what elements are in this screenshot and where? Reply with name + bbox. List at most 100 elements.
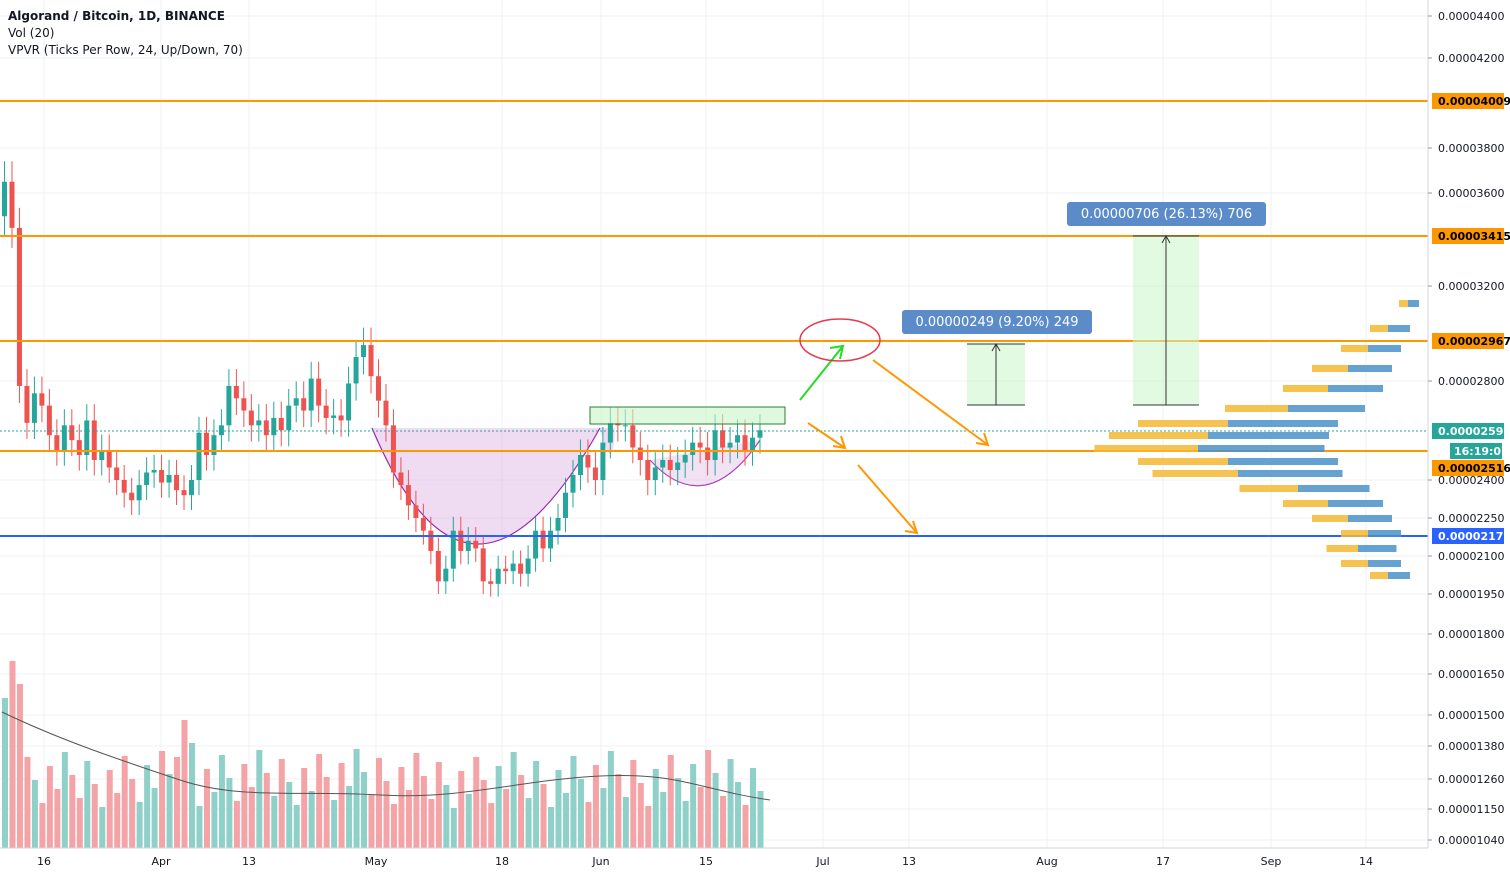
volume-bar xyxy=(278,759,285,848)
candle-body xyxy=(136,485,142,501)
candle-body xyxy=(211,435,217,455)
candle-body xyxy=(398,472,404,486)
candle-body xyxy=(622,425,628,427)
target-ellipse xyxy=(799,318,881,362)
candle-body xyxy=(248,410,254,426)
price-tick-label: 0.00001800 xyxy=(1438,628,1504,641)
time-tick-label: 16 xyxy=(37,855,51,868)
volume-bar xyxy=(2,698,8,848)
legend-vpvr: VPVR (Ticks Per Row, 24, Up/Down, 70) xyxy=(8,43,243,57)
vpvr-row-down xyxy=(1225,405,1288,412)
volume-bar xyxy=(31,780,38,848)
price-tick-label: 0.00001150 xyxy=(1438,803,1504,816)
volume-bar xyxy=(144,765,151,848)
candle-body xyxy=(196,432,202,480)
candle-body xyxy=(323,405,329,418)
volume-bar xyxy=(592,765,599,848)
price-badges: 0.00004009 0.00003415 0.00002967 0.00002597… xyxy=(1432,93,1510,544)
vpvr-row-up xyxy=(1368,345,1401,352)
volume-bar xyxy=(24,757,31,848)
volume-bar xyxy=(248,787,255,848)
candle-body xyxy=(203,432,209,455)
candle-body xyxy=(91,420,97,460)
vpvr-row-up xyxy=(1228,420,1338,427)
time-tick-label: Jul xyxy=(815,855,829,868)
volume-bar xyxy=(46,766,53,848)
volume-bar xyxy=(577,779,584,848)
volume-bar xyxy=(458,771,465,848)
volume-bar xyxy=(600,788,607,848)
candle-body xyxy=(450,530,456,569)
legend-title: Algorand / Bitcoin, 1D, BINANCE xyxy=(8,9,225,23)
volume-bar xyxy=(712,773,719,848)
candle-body xyxy=(585,455,591,468)
orange-arrow-line-2 xyxy=(857,464,918,534)
volume-bar xyxy=(682,801,689,848)
vpvr-row-up xyxy=(1288,405,1365,412)
volume-bar xyxy=(241,764,248,848)
volume-bar xyxy=(346,786,353,848)
candle-body xyxy=(645,460,651,480)
volume-bar xyxy=(54,789,61,848)
price-badge-label: 16:19:07 xyxy=(1454,445,1509,458)
candle-body xyxy=(637,447,643,460)
time-tick-label: 13 xyxy=(242,855,256,868)
candle-body xyxy=(390,425,396,473)
candle-body xyxy=(316,378,322,406)
volume-bar xyxy=(742,805,749,848)
time-tick-label: May xyxy=(365,855,388,868)
volume-bar xyxy=(660,792,667,848)
volume-bar xyxy=(286,782,293,848)
time-tick-label: Jun xyxy=(591,855,609,868)
candle-body xyxy=(263,420,269,436)
volume-bar xyxy=(390,804,397,848)
volume-bar xyxy=(675,778,682,848)
candle-body xyxy=(189,480,194,496)
volume-bar xyxy=(106,770,113,848)
volume-bar xyxy=(136,802,143,848)
volume-bar xyxy=(645,806,652,848)
volume-bar xyxy=(181,720,188,848)
candle-body xyxy=(600,442,606,480)
breakout-box xyxy=(589,406,786,425)
vpvr-row-down xyxy=(1094,445,1198,452)
candle-body xyxy=(473,540,479,549)
volume-bar xyxy=(338,763,345,848)
candles xyxy=(2,161,763,597)
volume-bar xyxy=(271,796,278,848)
price-tick-label: 0.00004400 xyxy=(1438,10,1504,23)
volume-bar xyxy=(555,770,562,848)
vpvr-row-down xyxy=(1138,458,1228,465)
candle-body xyxy=(540,530,546,549)
vpvr-row-up xyxy=(1388,325,1410,332)
volume-bar xyxy=(533,761,540,848)
volume-bar xyxy=(720,796,727,848)
vpvr-row-down xyxy=(1138,420,1228,427)
vpvr-row-down xyxy=(1399,300,1408,307)
candle-body xyxy=(488,581,494,584)
volume-bars xyxy=(2,661,764,848)
volume-bar xyxy=(690,764,697,848)
volume-bar xyxy=(503,789,510,848)
candle-body xyxy=(46,405,52,436)
vpvr-row-down xyxy=(1326,545,1358,552)
vpvr-row-down xyxy=(1152,470,1238,477)
volume-bar xyxy=(159,751,166,848)
candle-body xyxy=(607,422,613,443)
candle-body xyxy=(241,398,247,411)
vpvr-row-down xyxy=(1341,530,1368,537)
volume-bar xyxy=(16,684,23,848)
vpvr-row-up xyxy=(1198,445,1325,452)
volume-bar xyxy=(69,775,76,848)
volume-bar xyxy=(615,774,622,848)
candle-body xyxy=(166,475,172,483)
chart-legend: Algorand / Bitcoin, 1D, BINANCE Vol (20)… xyxy=(8,8,243,59)
vpvr-row-down xyxy=(1283,500,1328,507)
volume-bar xyxy=(174,757,181,848)
volume-bar xyxy=(61,752,68,848)
volume-bar xyxy=(316,754,323,848)
volume-bar xyxy=(480,780,487,848)
measure-2-arrowhead xyxy=(1161,234,1171,244)
